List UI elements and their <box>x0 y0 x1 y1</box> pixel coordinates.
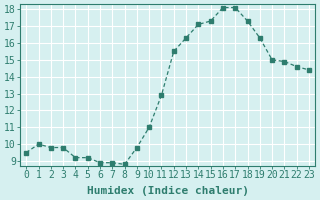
X-axis label: Humidex (Indice chaleur): Humidex (Indice chaleur) <box>87 186 249 196</box>
